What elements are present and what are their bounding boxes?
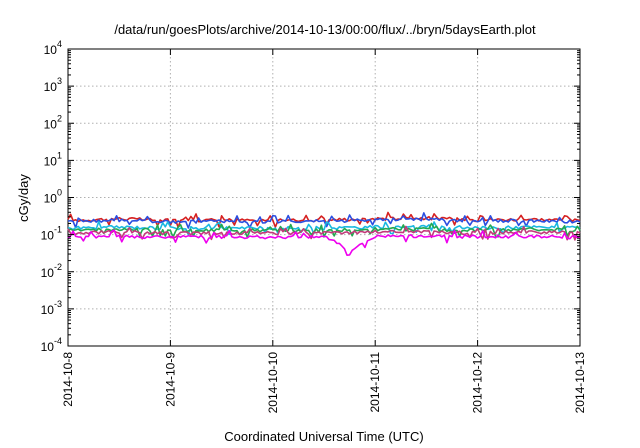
x-tick-label: 2014-10-13 xyxy=(573,352,587,414)
y-tick-label: 10-2 xyxy=(41,262,62,280)
y-ticks: 10-4 10-3 10-2 10-1 100 101 102 103 104 xyxy=(41,39,580,354)
x-ticks: 2014-10-8 2014-10-9 2014-10-10 2014-10-11 20… xyxy=(61,49,587,413)
y-axis-label: cGy/day xyxy=(16,174,31,222)
x-tick-label: 2014-10-12 xyxy=(471,352,485,414)
y-tick-label: 10-4 xyxy=(41,336,62,354)
x-tick-label: 2014-10-10 xyxy=(266,352,280,414)
y-tick-label: 103 xyxy=(44,76,62,94)
x-axis-label: Coordinated Universal Time (UTC) xyxy=(224,429,423,444)
series-group xyxy=(67,211,581,256)
series-line xyxy=(67,212,581,229)
x-tick-label: 2014-10-9 xyxy=(163,352,177,407)
y-tick-label: 104 xyxy=(44,39,62,57)
y-tick-label: 100 xyxy=(44,188,62,206)
chart-title: /data/run/goesPlots/archive/2014-10-13/0… xyxy=(114,22,536,37)
series-line xyxy=(67,220,581,236)
y-tick-label: 10-1 xyxy=(41,225,62,243)
y-tick-label: 10-3 xyxy=(41,299,62,317)
y-tick-label: 102 xyxy=(44,113,62,131)
y-tick-label: 101 xyxy=(44,150,62,168)
x-tick-label: 2014-10-11 xyxy=(368,352,382,413)
series-line xyxy=(67,225,581,241)
grid xyxy=(68,49,580,346)
series-line xyxy=(67,229,581,256)
x-tick-label: 2014-10-8 xyxy=(61,352,75,407)
